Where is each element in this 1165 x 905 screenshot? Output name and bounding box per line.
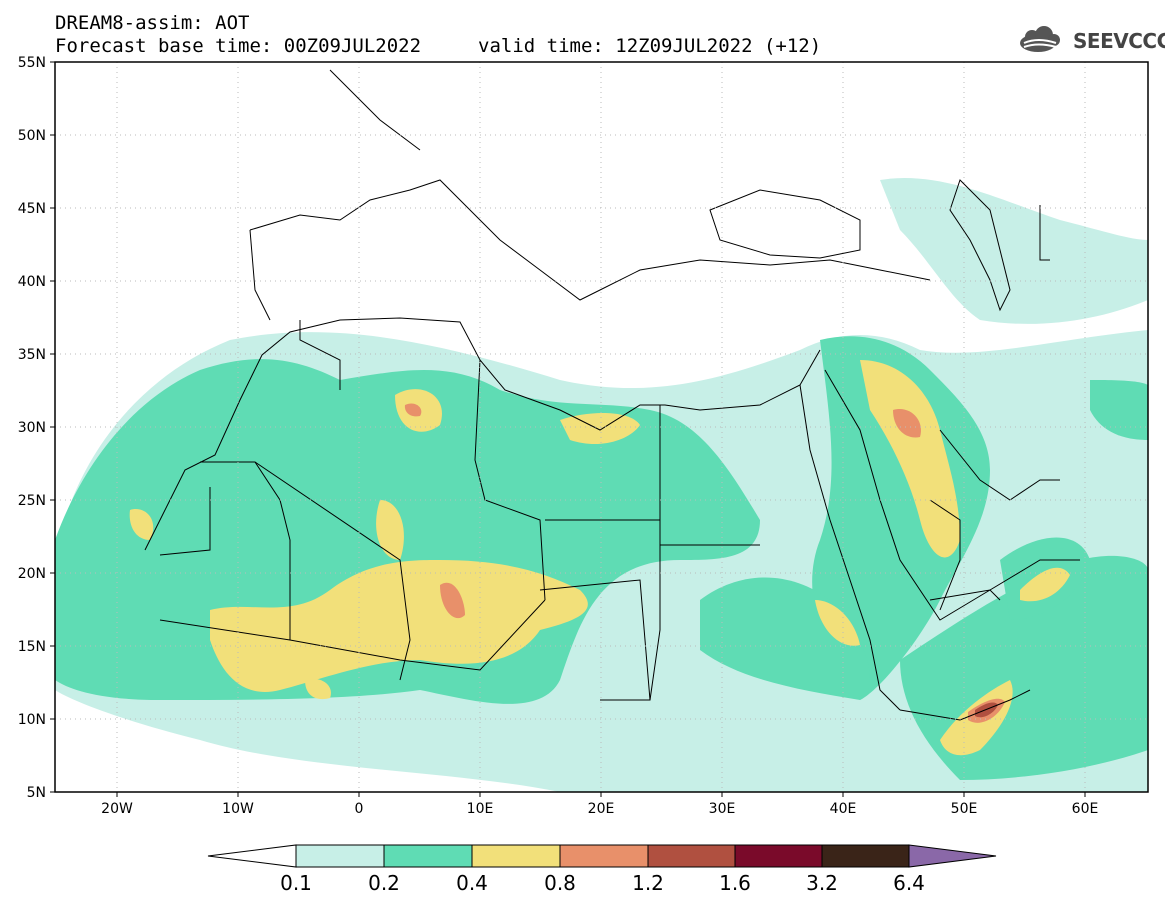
colorbar-label: 0.2 (368, 871, 400, 895)
lon-label: 60E (1072, 801, 1099, 817)
lon-label: 20W (101, 801, 133, 817)
colorbar-swatch (295, 844, 385, 868)
lon-label: 0 (355, 801, 364, 817)
colorbar-label: 0.1 (280, 871, 312, 895)
lat-label: 10N (18, 712, 46, 728)
logo-text: SEEVCCC (1073, 29, 1165, 53)
colorbar-swatch (734, 844, 823, 868)
colorbar-swatch (559, 844, 649, 868)
lat-label: 25N (18, 493, 46, 509)
lon-label: 10E (467, 801, 494, 817)
lon-label: 40E (830, 801, 857, 817)
colorbar-label: 0.4 (456, 871, 488, 895)
lat-label: 55N (18, 55, 46, 71)
colorbar-label: 6.4 (893, 871, 925, 895)
aot-field (55, 69, 1148, 792)
colorbar-label: 3.2 (806, 871, 838, 895)
valid-time: valid time: 12Z09JUL2022 (+12) (478, 35, 822, 57)
graticule (55, 62, 1148, 792)
colorbar (207, 844, 997, 868)
lat-label: 45N (18, 201, 46, 217)
map-title: DREAM8-assim: AOT (55, 12, 250, 34)
colorbar-swatch (821, 844, 910, 868)
lat-label: 15N (18, 639, 46, 655)
lon-label: 30E (709, 801, 736, 817)
colorbar-swatch (647, 844, 736, 868)
colorbar-label: 0.8 (544, 871, 576, 895)
lon-label: 50E (951, 801, 978, 817)
seevccc-logo (1020, 26, 1060, 52)
lat-label: 50N (18, 128, 46, 144)
colorbar-swatch (471, 844, 561, 868)
lat-label: 5N (27, 785, 46, 801)
colorbar-label: 1.6 (719, 871, 751, 895)
lon-label: 20E (588, 801, 615, 817)
lon-label: 10W (222, 801, 254, 817)
lat-label: 40N (18, 274, 46, 290)
lat-label: 30N (18, 420, 46, 436)
colorbar-upper-triangle (908, 844, 997, 868)
forecast-base-time: Forecast base time: 00Z09JUL2022 (55, 35, 422, 57)
lat-label: 20N (18, 566, 46, 582)
colorbar-swatch (383, 844, 473, 868)
lat-label: 35N (18, 347, 46, 363)
colorbar-label: 1.2 (632, 871, 664, 895)
colorbar-lower-triangle (207, 844, 297, 868)
